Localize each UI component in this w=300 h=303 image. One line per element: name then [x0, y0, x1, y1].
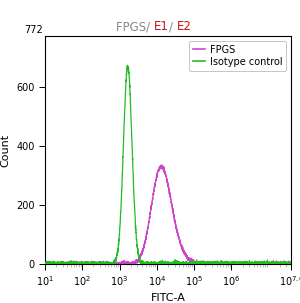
Text: /: /	[169, 20, 177, 33]
X-axis label: FITC-A: FITC-A	[151, 293, 185, 303]
Text: 772: 772	[24, 25, 43, 35]
Text: E1: E1	[154, 20, 169, 33]
Text: FPGS/: FPGS/	[116, 20, 154, 33]
Text: E2: E2	[177, 20, 191, 33]
Y-axis label: Count: Count	[1, 133, 10, 167]
Legend: FPGS, Isotype control: FPGS, Isotype control	[189, 41, 286, 71]
